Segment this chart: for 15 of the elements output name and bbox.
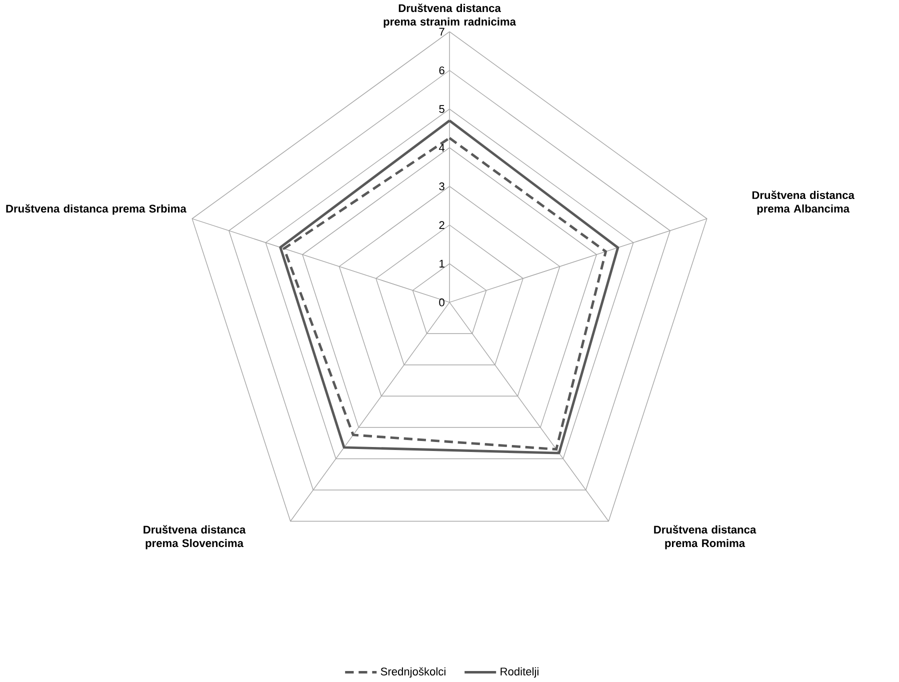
- spoke-label: Društvena distanca prema stranim radnicima: [384, 4, 516, 28]
- y-tick-label: 0: [439, 298, 444, 306]
- y-tick-label: 3: [439, 182, 444, 190]
- y-tick-label: 5: [439, 105, 444, 113]
- y-tick-label: 1: [440, 260, 444, 268]
- y-tick-label: 4: [438, 144, 445, 152]
- y-tick-label: 7: [439, 28, 444, 36]
- spoke-label: Društvena distanca prema Albancima: [752, 190, 855, 215]
- spoke-label: Društvena distanca prema Srbima: [6, 204, 186, 215]
- y-tick-label: 2: [439, 221, 444, 229]
- spoke-label: Društvena distanca prema Slovencima: [144, 525, 246, 550]
- y-tick-label: 6: [439, 66, 444, 74]
- spoke-label: Društvena distanca prema Romima: [654, 525, 756, 550]
- legend-label: Srednjoškolci: [380, 667, 446, 678]
- legend-label: Roditelji: [500, 667, 538, 678]
